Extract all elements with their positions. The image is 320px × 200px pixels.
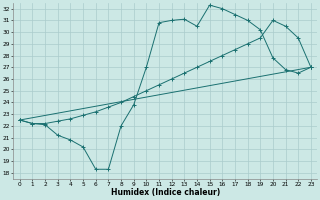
X-axis label: Humidex (Indice chaleur): Humidex (Indice chaleur) [111,188,220,197]
